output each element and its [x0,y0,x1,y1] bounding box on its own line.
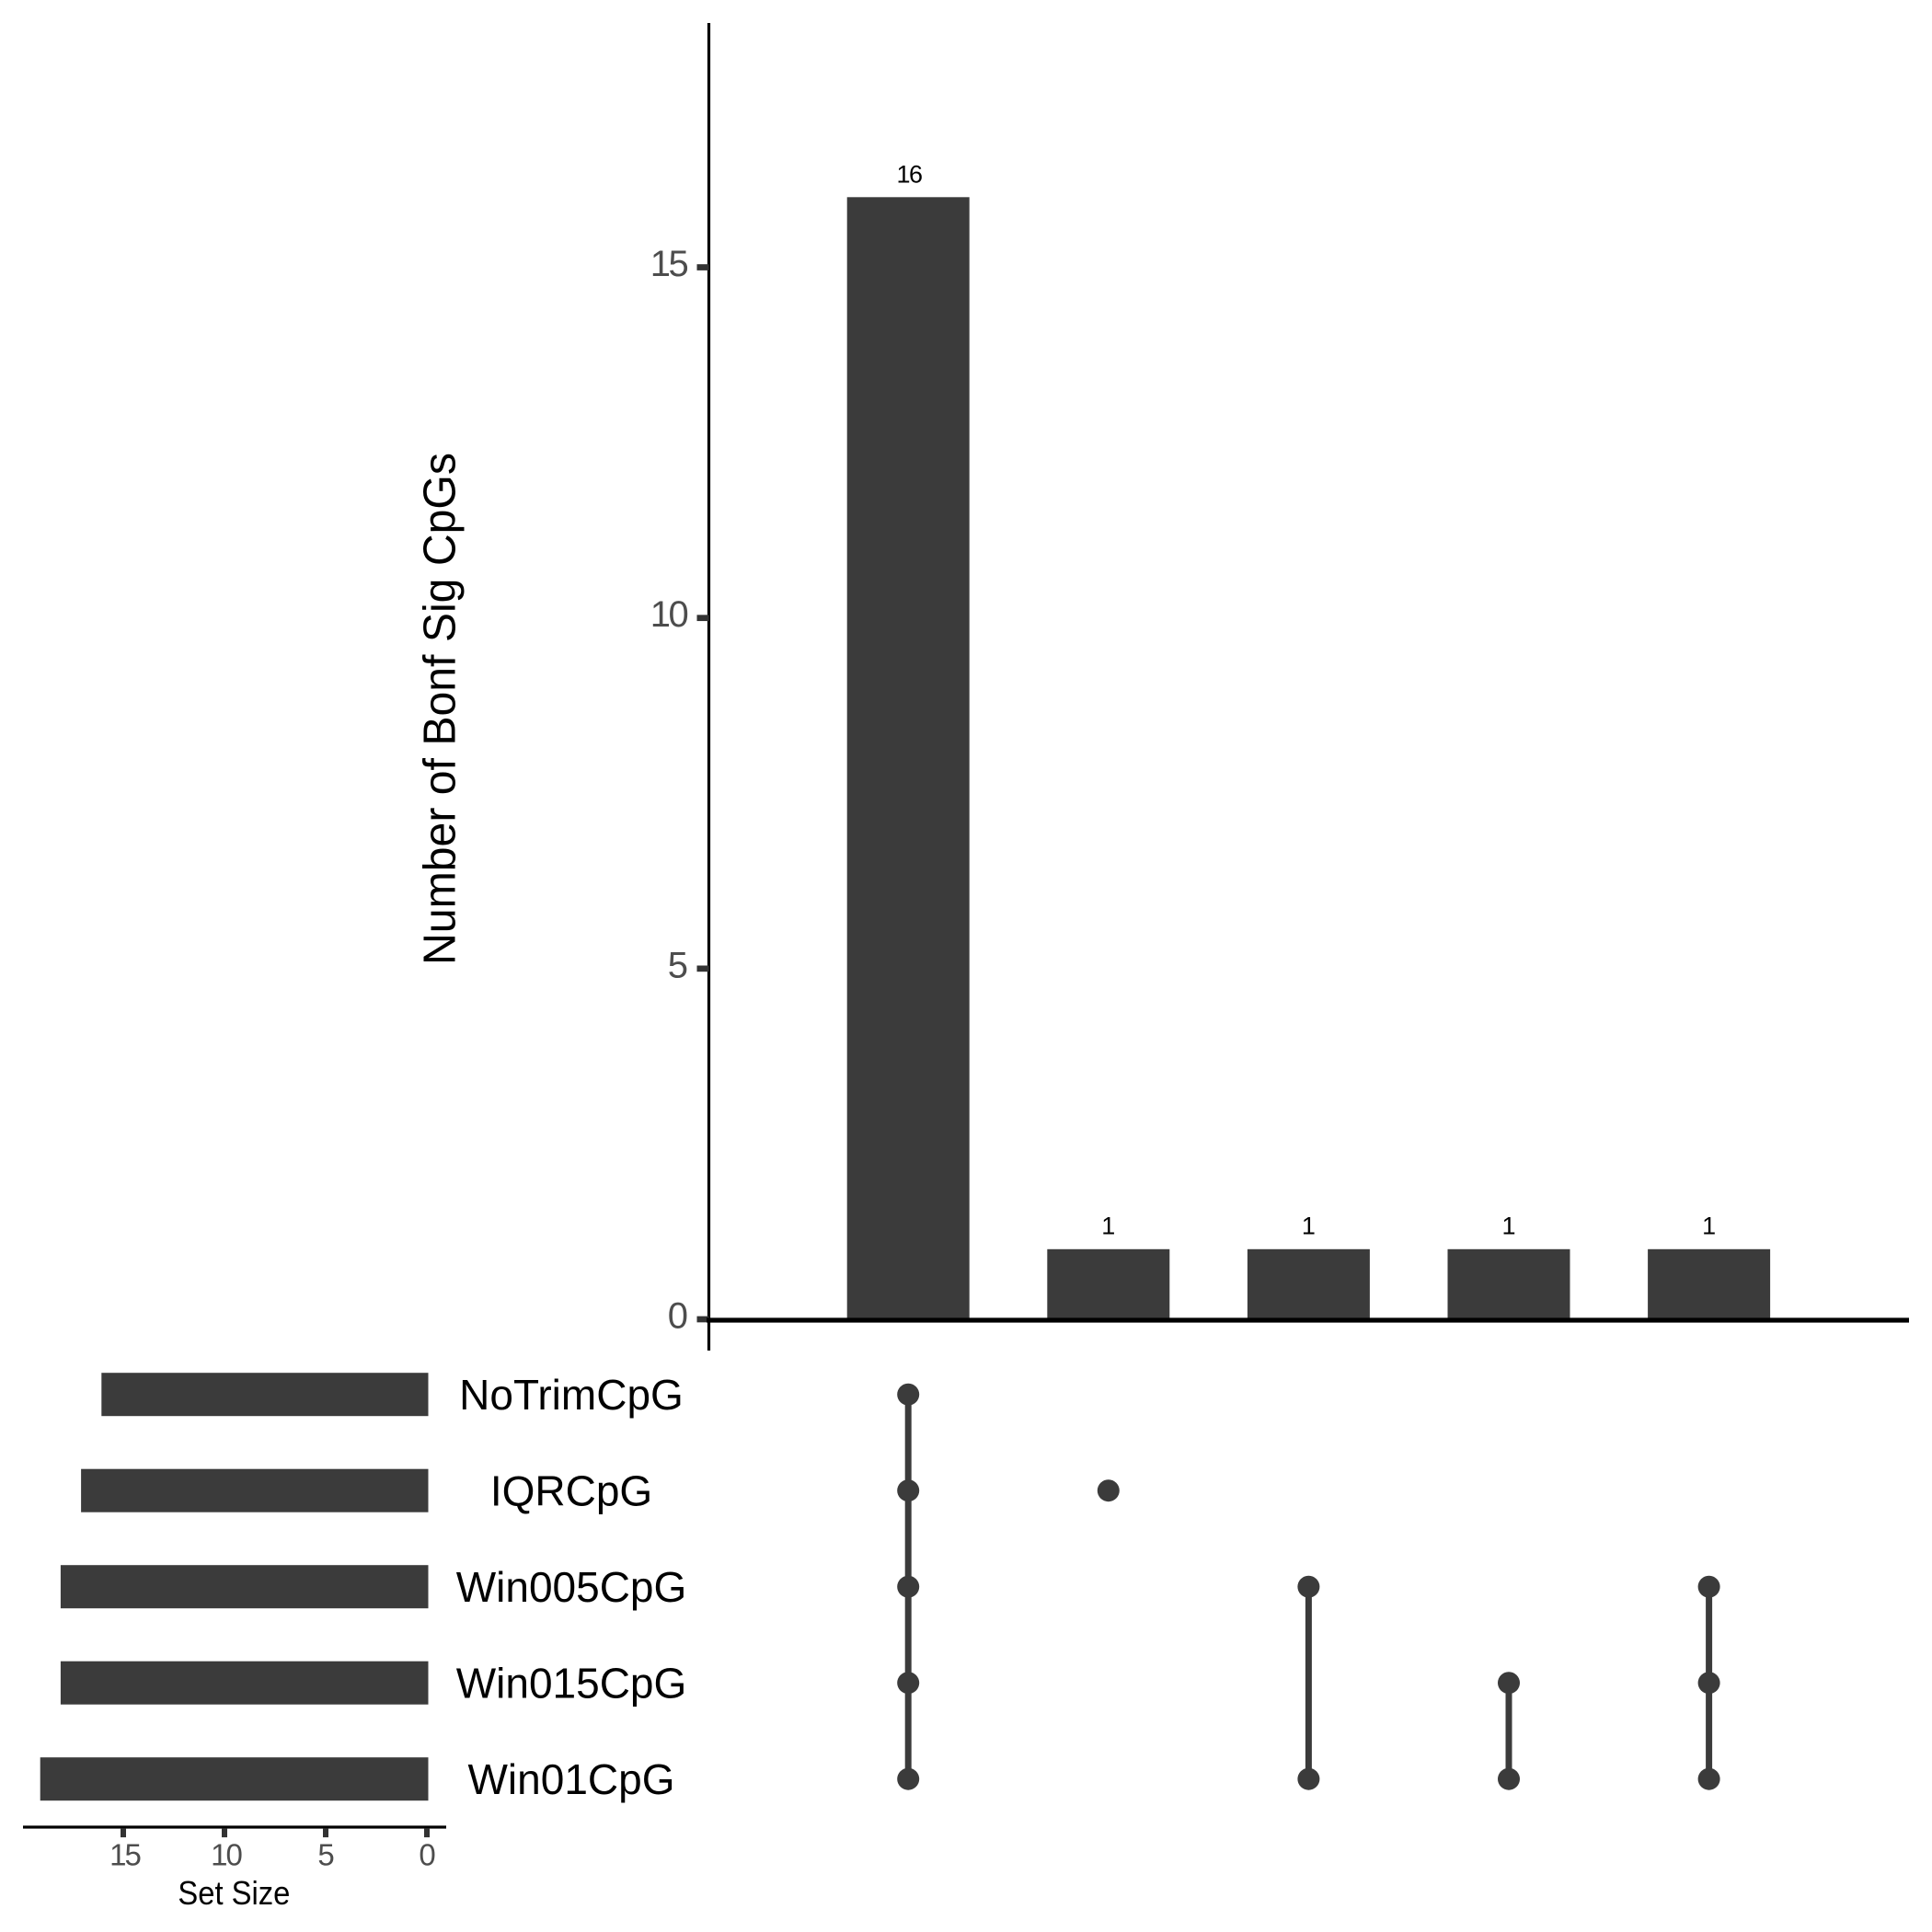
svg-text:Number of Bonf Sig CpGs: Number of Bonf Sig CpGs [414,453,465,965]
svg-text:Set Size: Set Size [178,1874,290,1912]
svg-text:5: 5 [317,1838,334,1872]
svg-text:NoTrimCpG: NoTrimCpG [459,1371,684,1419]
svg-text:Win015CpG: Win015CpG [456,1660,687,1708]
svg-text:IQRCpG: IQRCpG [490,1467,652,1515]
svg-text:15: 15 [109,1838,140,1872]
svg-text:Win005CpG: Win005CpG [456,1563,687,1611]
svg-text:0: 0 [419,1838,435,1872]
svg-text:10: 10 [650,594,688,635]
svg-text:1: 1 [1302,1213,1316,1240]
svg-text:Win01CpG: Win01CpG [468,1755,675,1803]
svg-text:0: 0 [668,1296,688,1337]
svg-text:15: 15 [650,244,688,284]
svg-text:1: 1 [1101,1213,1115,1240]
svg-text:1: 1 [1702,1213,1716,1240]
svg-text:5: 5 [668,945,688,985]
svg-text:10: 10 [211,1838,242,1872]
svg-text:16: 16 [896,161,922,189]
svg-text:1: 1 [1501,1213,1515,1240]
